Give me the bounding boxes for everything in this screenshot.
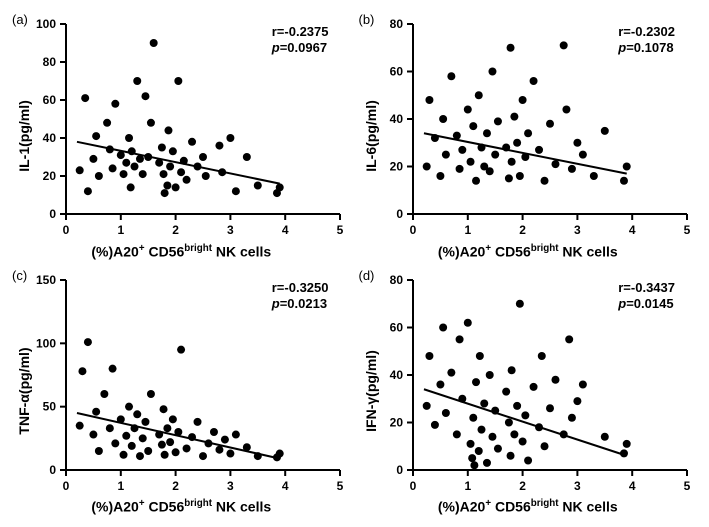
svg-text:1: 1: [117, 223, 124, 237]
panel-label: (b): [359, 12, 375, 27]
svg-text:1: 1: [464, 479, 471, 493]
svg-text:3: 3: [574, 479, 581, 493]
svg-text:0: 0: [396, 207, 403, 221]
svg-text:4: 4: [628, 479, 635, 493]
x-axis-label: (%)A20+ CD56bright NK cells: [10, 498, 353, 515]
svg-text:3: 3: [227, 479, 234, 493]
svg-text:4: 4: [282, 223, 289, 237]
svg-text:100: 100: [36, 336, 56, 350]
svg-text:0: 0: [63, 223, 70, 237]
svg-text:40: 40: [43, 131, 57, 145]
svg-text:60: 60: [43, 93, 57, 107]
svg-text:5: 5: [337, 479, 344, 493]
svg-text:100: 100: [36, 17, 56, 31]
svg-text:5: 5: [683, 479, 690, 493]
panel-d: 0 1 2 3 4 5 0 20 40 60 80 (d) r=-0.3437p=0.0145 IFN-γ…: [357, 266, 700, 518]
panel-label: (c): [12, 268, 27, 283]
svg-text:40: 40: [389, 368, 403, 382]
correlation-stats: r=-0.3437p=0.0145: [618, 280, 675, 313]
svg-text:4: 4: [282, 479, 289, 493]
svg-text:60: 60: [389, 320, 403, 334]
panel-a: 0 1 2 3 4 5 0 20 40 60 80 100 (a) r=-0.2375p=0.0967 IL…: [10, 10, 353, 262]
svg-text:0: 0: [63, 479, 70, 493]
panel-label: (d): [359, 268, 375, 283]
svg-text:5: 5: [683, 223, 690, 237]
svg-text:20: 20: [43, 169, 57, 183]
svg-text:1: 1: [464, 223, 471, 237]
scatter-grid: 012345020406080100(a)r=-0.2375p=0.0967IL…: [10, 10, 699, 517]
svg-text:50: 50: [43, 399, 57, 413]
svg-text:4: 4: [628, 223, 635, 237]
panel-label: (a): [12, 12, 28, 27]
correlation-stats: r=-0.2302p=0.1078: [618, 24, 675, 57]
svg-text:80: 80: [389, 17, 403, 31]
svg-text:0: 0: [49, 207, 56, 221]
svg-text:20: 20: [389, 415, 403, 429]
svg-text:0: 0: [49, 463, 56, 477]
y-axis-label: TNF-α(pg/ml): [16, 348, 32, 435]
correlation-stats: r=-0.2375p=0.0967: [272, 24, 329, 57]
svg-text:20: 20: [389, 160, 403, 174]
svg-text:2: 2: [172, 479, 179, 493]
svg-text:1: 1: [117, 479, 124, 493]
svg-text:5: 5: [337, 223, 344, 237]
svg-text:0: 0: [396, 463, 403, 477]
svg-text:0: 0: [409, 479, 416, 493]
svg-text:3: 3: [574, 223, 581, 237]
svg-text:150: 150: [36, 273, 56, 287]
x-axis-label: (%)A20+ CD56bright NK cells: [357, 498, 700, 515]
svg-text:40: 40: [389, 112, 403, 126]
svg-text:2: 2: [519, 223, 526, 237]
svg-text:80: 80: [389, 273, 403, 287]
trend-line: [423, 389, 626, 456]
x-axis-label: (%)A20+ CD56bright NK cells: [10, 243, 353, 260]
y-axis-label: IL-1(pg/ml): [16, 100, 32, 172]
svg-text:2: 2: [519, 479, 526, 493]
svg-text:80: 80: [43, 55, 57, 69]
svg-text:2: 2: [172, 223, 179, 237]
svg-text:3: 3: [227, 223, 234, 237]
y-axis-label: IL-6(pg/ml): [363, 100, 379, 172]
y-axis-label: IFN-γ(pg/ml): [363, 350, 379, 432]
x-axis-label: (%)A20+ CD56bright NK cells: [357, 243, 700, 260]
correlation-stats: r=-0.3250p=0.0213: [272, 280, 329, 313]
svg-text:60: 60: [389, 65, 403, 79]
panel-c: 012345050100150(c)r=-0.3250p=0.0213TNF-α…: [10, 266, 353, 518]
panel-b: 0 1 2 3 4 5 0 20 40 60 80 (b) r=-0.2302p=0.1078 IL-6(…: [357, 10, 700, 262]
svg-text:0: 0: [409, 223, 416, 237]
